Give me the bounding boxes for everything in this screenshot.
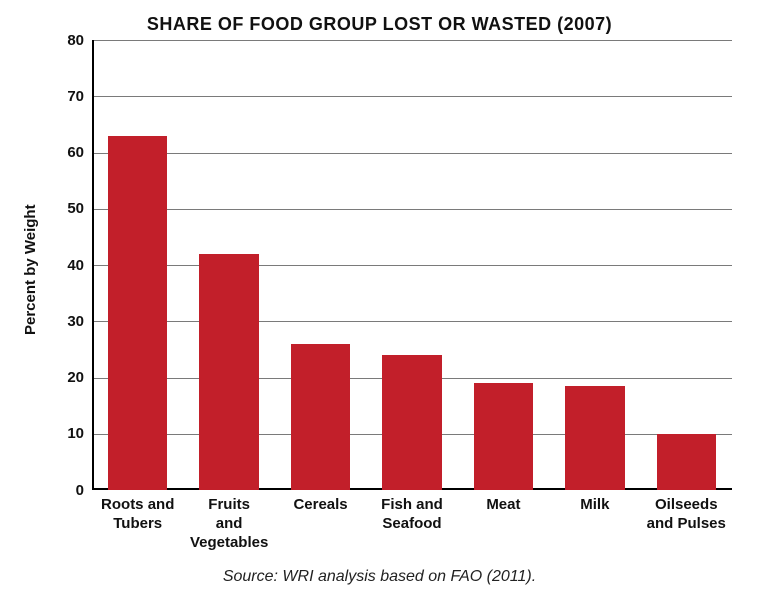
gridline (92, 96, 732, 97)
gridline (92, 153, 732, 154)
x-tick-label: Fish andSeafood (362, 496, 461, 534)
source-caption: Source: WRI analysis based on FAO (2011)… (0, 568, 759, 586)
x-tick-label: Oilseedsand Pulses (637, 496, 736, 534)
y-tick-label: 40 (44, 257, 84, 274)
bar (565, 386, 624, 490)
gridline (92, 40, 732, 41)
x-tick-label: Roots andTubers (88, 496, 187, 534)
y-tick-label: 10 (44, 425, 84, 442)
gridline (92, 209, 732, 210)
gridline (92, 265, 732, 266)
y-tick-label: 30 (44, 313, 84, 330)
x-tick-label: Meat (454, 496, 553, 515)
gridline (92, 321, 732, 322)
bar (108, 136, 167, 490)
bar (382, 355, 441, 490)
x-tick-label: Milk (545, 496, 644, 515)
y-tick-label: 0 (44, 482, 84, 499)
y-tick-label: 20 (44, 369, 84, 386)
bar (657, 434, 716, 490)
x-tick-label: FruitsandVegetables (179, 496, 278, 552)
x-tick-label: Cereals (271, 496, 370, 515)
bar (474, 383, 533, 490)
y-axis-label: Percent by Weight (22, 204, 39, 335)
chart-container: SHARE OF FOOD GROUP LOST OR WASTED (2007… (0, 0, 759, 608)
y-tick-label: 80 (44, 32, 84, 49)
y-axis (92, 40, 94, 490)
y-tick-label: 60 (44, 144, 84, 161)
chart-title: SHARE OF FOOD GROUP LOST OR WASTED (2007… (0, 14, 759, 35)
bar (291, 344, 350, 490)
y-tick-label: 50 (44, 200, 84, 217)
y-tick-label: 70 (44, 88, 84, 105)
bar (199, 254, 258, 490)
plot-area (92, 40, 732, 490)
